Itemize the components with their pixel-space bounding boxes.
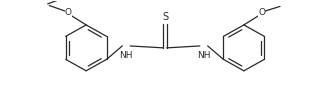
Text: O: O	[65, 8, 72, 17]
Text: S: S	[162, 12, 168, 22]
Text: NH: NH	[197, 51, 211, 60]
Text: NH: NH	[119, 51, 133, 60]
Text: O: O	[258, 8, 265, 17]
